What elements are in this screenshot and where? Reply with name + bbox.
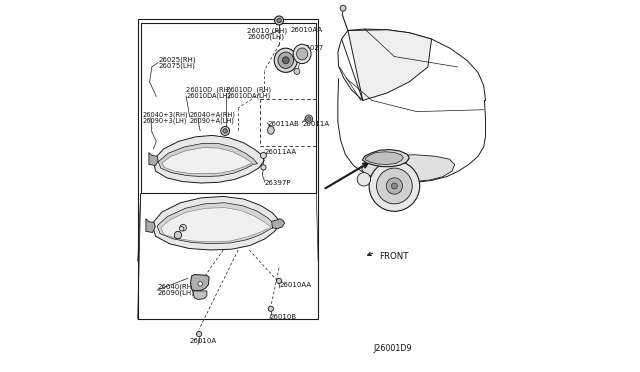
Circle shape [307, 117, 311, 121]
Ellipse shape [305, 115, 312, 123]
Circle shape [294, 68, 300, 74]
Polygon shape [158, 144, 257, 177]
Polygon shape [161, 208, 271, 242]
Text: 26040+3(RH): 26040+3(RH) [142, 111, 188, 118]
Text: 26010AA: 26010AA [291, 27, 323, 33]
Polygon shape [152, 196, 280, 250]
Text: 26397P: 26397P [168, 228, 194, 234]
Text: 26040(RH): 26040(RH) [157, 284, 195, 291]
Circle shape [276, 278, 282, 283]
Circle shape [369, 161, 420, 211]
Text: J26001D9: J26001D9 [374, 344, 413, 353]
Polygon shape [362, 150, 410, 167]
Text: 26011A: 26011A [302, 121, 329, 126]
Text: 26075(LH): 26075(LH) [158, 63, 195, 70]
Polygon shape [157, 203, 275, 244]
Ellipse shape [275, 48, 298, 72]
Circle shape [277, 18, 282, 23]
Polygon shape [271, 219, 285, 229]
Ellipse shape [296, 48, 308, 60]
Text: 26010B: 26010B [270, 314, 297, 320]
Text: 26011AA: 26011AA [264, 149, 296, 155]
Polygon shape [146, 219, 156, 232]
Polygon shape [193, 291, 207, 299]
Circle shape [357, 173, 371, 186]
Ellipse shape [278, 52, 294, 68]
Circle shape [180, 224, 186, 231]
Polygon shape [154, 135, 264, 183]
Polygon shape [365, 152, 403, 164]
Circle shape [196, 331, 202, 337]
Circle shape [392, 183, 397, 189]
Text: 26010DA(LH): 26010DA(LH) [186, 93, 230, 99]
Text: 26011AB: 26011AB [267, 121, 299, 126]
Text: 26010A: 26010A [189, 339, 216, 344]
Text: 26010D  (RH): 26010D (RH) [227, 87, 271, 93]
Text: 26397P: 26397P [265, 180, 291, 186]
Text: FRONT: FRONT [380, 252, 409, 261]
Text: 26040+A(RH): 26040+A(RH) [189, 111, 235, 118]
Ellipse shape [282, 57, 289, 64]
Circle shape [275, 16, 284, 25]
Circle shape [340, 5, 346, 11]
Polygon shape [348, 30, 431, 100]
Circle shape [261, 165, 266, 170]
Text: 26010D  (RH): 26010D (RH) [186, 87, 231, 93]
Circle shape [268, 306, 273, 311]
Text: 26010 (RH): 26010 (RH) [248, 27, 287, 34]
Text: 26090+A(LH): 26090+A(LH) [189, 117, 234, 124]
Text: 26027: 26027 [301, 45, 324, 51]
Text: 26010DA(LH): 26010DA(LH) [227, 93, 271, 99]
Circle shape [198, 282, 202, 286]
Polygon shape [362, 155, 454, 182]
Circle shape [223, 129, 227, 133]
Text: 26027: 26027 [275, 62, 298, 68]
Text: 26060(LH): 26060(LH) [248, 34, 284, 41]
Polygon shape [149, 153, 158, 166]
Circle shape [386, 178, 403, 194]
Circle shape [221, 126, 230, 135]
Polygon shape [162, 148, 254, 174]
Text: 26090+3(LH): 26090+3(LH) [142, 117, 187, 124]
Polygon shape [191, 275, 209, 291]
Text: 26025(RH): 26025(RH) [158, 56, 196, 63]
Ellipse shape [268, 126, 275, 134]
Ellipse shape [293, 44, 311, 64]
Circle shape [260, 153, 266, 158]
Text: 26090(LH): 26090(LH) [157, 290, 194, 296]
Circle shape [179, 227, 184, 231]
Text: 26010AA: 26010AA [279, 282, 311, 288]
Circle shape [376, 168, 412, 204]
Circle shape [174, 231, 182, 239]
